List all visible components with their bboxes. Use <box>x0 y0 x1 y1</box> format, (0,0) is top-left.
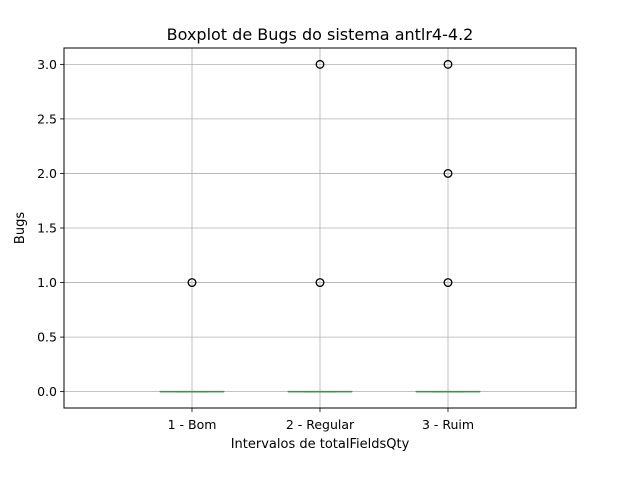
y-tick-label: 2.0 <box>37 166 57 181</box>
x-tick-label: 3 - Ruim <box>422 417 474 432</box>
y-tick-label: 1.0 <box>37 275 57 290</box>
chart-title: Boxplot de Bugs do sistema antlr4-4.2 <box>167 25 474 44</box>
x-tick-label: 2 - Regular <box>286 417 355 432</box>
y-tick-label: 3.0 <box>37 57 57 72</box>
x-axis-label: Intervalos de totalFieldsQty <box>231 437 410 452</box>
y-tick-label: 0.5 <box>37 330 57 345</box>
x-tick-label: 1 - Bom <box>168 417 217 432</box>
y-tick-label: 2.5 <box>37 111 57 126</box>
y-axis-label: Bugs <box>13 212 28 244</box>
y-tick-label: 1.5 <box>37 221 57 236</box>
y-tick-label: 0.0 <box>37 384 57 399</box>
